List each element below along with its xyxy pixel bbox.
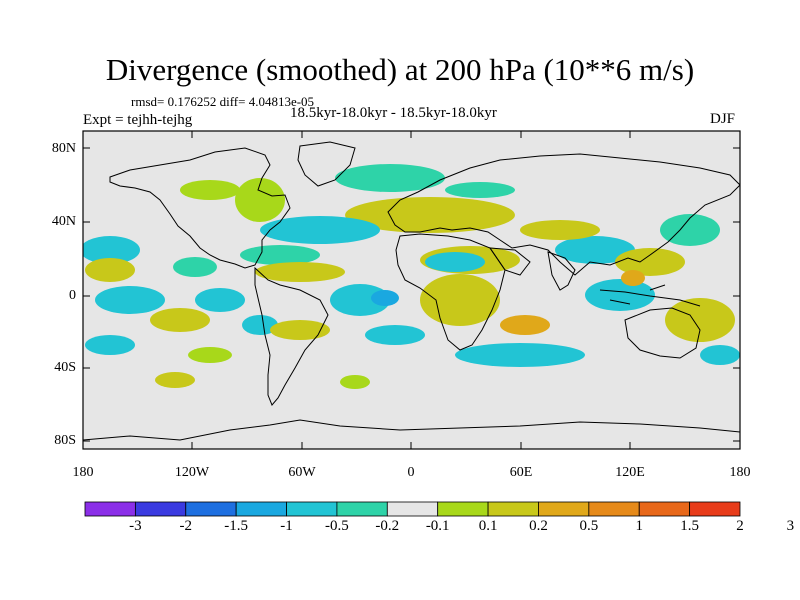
- colorbar: [84, 501, 741, 517]
- colorbar-label: -3: [129, 518, 142, 534]
- contour-region: [180, 180, 240, 200]
- contour-region: [150, 308, 210, 332]
- colorbar-swatch: [437, 501, 489, 517]
- colorbar-swatch: [134, 501, 187, 517]
- contour-region: [83, 236, 140, 264]
- coastline-indonesia: [599, 284, 701, 307]
- contour-region: [621, 270, 645, 286]
- colorbar-swatch: [538, 501, 590, 517]
- lat-label-40n: 40N: [51, 214, 76, 229]
- lon-label-0: 0: [407, 465, 415, 480]
- contour-region: [335, 164, 445, 192]
- contour-region: [371, 290, 399, 306]
- colorbar-swatch: [185, 501, 237, 517]
- lon-label-180w: 180: [72, 465, 94, 480]
- contour-region: [95, 286, 165, 314]
- colorbar-label: -0.5: [325, 518, 349, 534]
- contour-region: [240, 245, 320, 265]
- contour-region: [700, 345, 740, 365]
- colorbar-label: -0.2: [375, 518, 400, 534]
- lat-label-40s: 40S: [54, 360, 76, 375]
- contour-region: [345, 197, 515, 233]
- contour-region: [615, 248, 685, 276]
- contour-region: [85, 258, 135, 282]
- lat-label-eq: 0: [69, 288, 76, 303]
- lat-label-80s: 80S: [54, 433, 76, 448]
- coastline-greenland: [297, 141, 356, 187]
- season-label: DJF: [710, 111, 736, 127]
- contour-region: [660, 214, 720, 246]
- contour-region: [330, 284, 390, 316]
- colorbar-label: 1.5: [680, 518, 699, 534]
- colorbar-label: 0.2: [529, 518, 548, 534]
- lon-label-120w: 120W: [174, 465, 210, 480]
- coastline-india: [547, 251, 576, 291]
- colorbar-swatch: [638, 501, 691, 517]
- colorbar-label: -1.5: [224, 518, 249, 534]
- lon-label-60e: 60E: [509, 465, 533, 480]
- colorbar-label: -2: [179, 518, 193, 534]
- contour-region: [665, 298, 735, 342]
- contour-region: [260, 216, 380, 244]
- colorbar-swatch: [588, 501, 640, 517]
- colorbar-swatch: [235, 501, 287, 517]
- colorbar-swatch: [386, 501, 439, 517]
- coastline-north-america: [109, 147, 291, 269]
- contour-region: [188, 347, 232, 363]
- contour-region: [255, 262, 345, 282]
- lat-label-80n: 80N: [51, 141, 76, 156]
- coastline-australia: [624, 307, 701, 359]
- coastline-eurasia: [387, 153, 740, 276]
- colorbar-swatch: [487, 501, 539, 517]
- colorbar-label: -1: [280, 518, 293, 534]
- divergence-field: [83, 164, 740, 389]
- colorbar-swatch: [336, 501, 388, 517]
- contour-region: [500, 315, 550, 335]
- contour-region: [445, 182, 515, 198]
- colorbar-swatch: [689, 501, 741, 517]
- contour-region: [242, 315, 278, 335]
- lon-label-60w: 60W: [288, 465, 316, 480]
- coastline-south-america: [254, 266, 329, 406]
- subtitle: 18.5kyr-18.0kyr - 18.5kyr-18.0kyr: [290, 105, 497, 121]
- contour-region: [555, 236, 635, 264]
- colorbar-label: 1: [635, 518, 643, 534]
- colorbar-label: 3: [786, 518, 795, 534]
- coastline-africa: [395, 233, 506, 351]
- colorbar-swatch: [84, 501, 136, 517]
- colorbar-swatch: [286, 501, 338, 517]
- contour-region: [585, 279, 655, 311]
- lon-label-180e: 180: [729, 465, 751, 480]
- stats-text: rmsd= 0.176252 diff= 4.04813e-05: [131, 94, 315, 109]
- coastline-antarctica: [83, 419, 740, 441]
- contour-region: [425, 252, 485, 272]
- contour-region: [270, 320, 330, 340]
- colorbar-label: 2: [736, 518, 744, 534]
- coastlines: [83, 141, 740, 441]
- contour-region: [85, 335, 135, 355]
- contour-region: [340, 375, 370, 389]
- contour-region: [520, 220, 600, 240]
- axis-ticks: [82, 131, 741, 449]
- colorbar-label: -0.1: [425, 518, 450, 534]
- colorbar-label: 0.1: [478, 518, 498, 534]
- colorbar-label: 0.5: [579, 518, 599, 534]
- experiment-label: Expt = tejhh-tejhg: [83, 112, 193, 128]
- contour-region: [420, 274, 500, 326]
- map-title: Divergence (smoothed) at 200 hPa (10**6 …: [105, 52, 695, 87]
- contour-region: [235, 178, 285, 222]
- contour-region: [155, 372, 195, 388]
- contour-region: [195, 288, 245, 312]
- contour-region: [455, 343, 585, 367]
- lon-label-120e: 120E: [615, 465, 645, 480]
- contour-region: [173, 257, 217, 277]
- contour-region: [365, 325, 425, 345]
- coastline-arabia: [488, 247, 531, 276]
